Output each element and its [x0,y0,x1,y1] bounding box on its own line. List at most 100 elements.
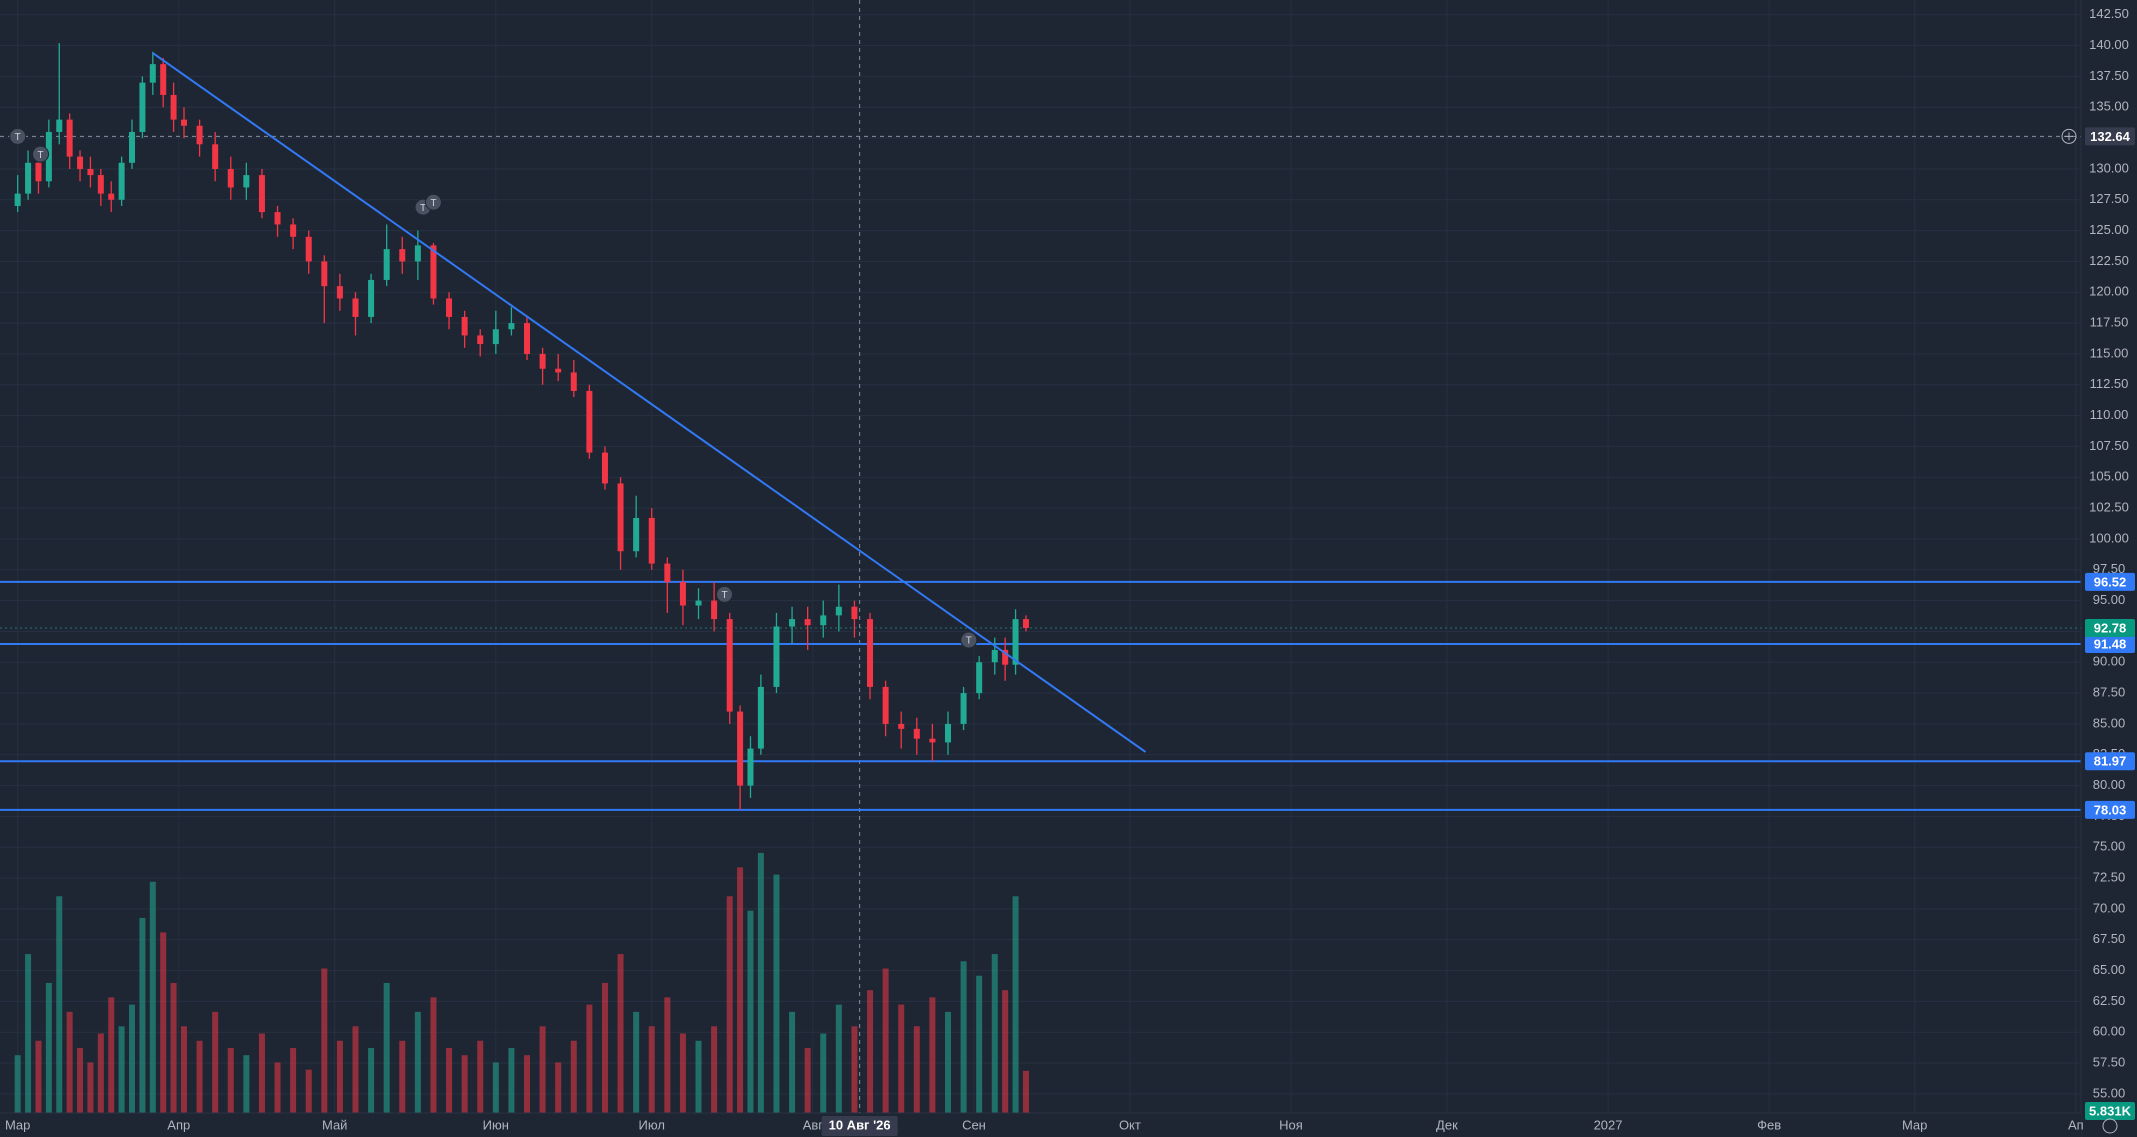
volume-bar [820,1033,827,1113]
volume-bar [108,997,115,1113]
candle-body [726,619,733,712]
event-label: T [966,636,972,647]
x-tick-label: Май [322,1117,347,1132]
candle-body [586,390,593,453]
candle-body [274,212,281,225]
volume-bar [664,997,671,1113]
candle-body [648,517,655,564]
candle-body [290,224,297,237]
crosshair-date-bg [821,1116,898,1136]
candle-body [867,619,874,687]
candle-body [976,662,983,694]
volume-bar [898,1004,905,1113]
volume-label: 5.831K [2089,1103,2132,1118]
volume-bar [77,1047,84,1113]
y-tick-label: 102.50 [2089,500,2129,515]
volume-bar [648,1026,655,1113]
y-tick-label: 95.00 [2093,592,2126,607]
volume-bar [414,1011,421,1113]
x-tick-label: Июл [639,1117,665,1132]
volume-bar [430,997,437,1113]
volume-bar [258,1033,265,1113]
last-price-label: 92.78 [2094,620,2127,635]
level-label-bg [2085,634,2135,653]
volume-bar [212,1011,219,1113]
candle-body [118,162,125,200]
candle-body [601,452,608,484]
crosshair-price-label: 132.64 [2090,129,2131,144]
volume-bar [321,968,328,1113]
x-tick-label: Апр [167,1117,190,1132]
volume-bar [1022,1070,1029,1113]
candle-body [227,168,234,188]
volume-bar [1002,990,1009,1113]
candle-body [56,119,63,132]
volume-bar [25,954,32,1113]
volume-bar [851,1026,858,1113]
volume-bar [601,982,608,1113]
y-tick-label: 107.50 [2089,438,2129,453]
y-tick-label: 85.00 [2093,715,2126,730]
x-tick-label: Дек [1436,1117,1458,1132]
y-tick-label: 125.00 [2089,222,2129,237]
volume-bar [461,1055,468,1113]
x-tick-label: Ноя [1279,1117,1303,1132]
add-alert-button[interactable] [2061,128,2077,144]
candle-body [139,82,146,132]
volume-bar [35,1040,42,1113]
candle-body [695,600,702,606]
y-tick-label: 105.00 [2089,469,2129,484]
volume-bar [118,1026,125,1113]
candle-body [399,249,406,262]
y-tick-label: 140.00 [2089,37,2129,52]
price-axis [2081,0,2137,1137]
x-tick-label: Июн [483,1117,509,1132]
candle-body [1022,619,1029,628]
candle-body [944,723,951,743]
trend-line [152,52,1147,753]
volume-bar [492,1062,499,1113]
volume-bar [1012,896,1019,1113]
settings-button[interactable] [2102,1118,2118,1134]
candle-body [383,249,390,280]
x-tick-label: Фев [1757,1117,1781,1132]
volume-bar [243,1055,250,1113]
candle-body [321,261,328,287]
volume-bar [399,1040,406,1113]
volume-bar [726,896,733,1113]
candle-body [524,323,531,354]
volume-bar [56,896,63,1113]
candle-body [991,649,998,663]
candle-body [555,368,562,373]
level-label: 78.03 [2094,802,2127,817]
candle-body [212,144,219,169]
event-label: T [37,150,43,161]
candle-body [898,723,905,729]
event-label: T [15,132,21,143]
volume-bar [991,954,998,1113]
volume-bar [757,852,764,1113]
volume-bar [555,1062,562,1113]
y-tick-label: 65.00 [2093,962,2126,977]
volume-bar [867,990,874,1113]
volume-bar [45,982,52,1113]
volume-bar [711,1026,718,1113]
y-tick-label: 137.50 [2089,68,2129,83]
volume-bar [737,867,744,1113]
volume-bar [913,1026,920,1113]
candle-body [368,279,375,317]
volume-bar [586,1004,593,1113]
x-tick-label: Ап [2068,1117,2084,1132]
candle-body [414,245,421,262]
level-label: 91.48 [2094,636,2127,651]
event-label: T [420,203,426,214]
y-tick-label: 90.00 [2093,654,2126,669]
volume-bar [960,961,967,1113]
candle-body [196,125,203,145]
candle-body [492,329,499,345]
candle-body [77,156,84,169]
candle-body [97,175,104,194]
volume-bar [97,1033,104,1113]
volume-bar [747,910,754,1113]
